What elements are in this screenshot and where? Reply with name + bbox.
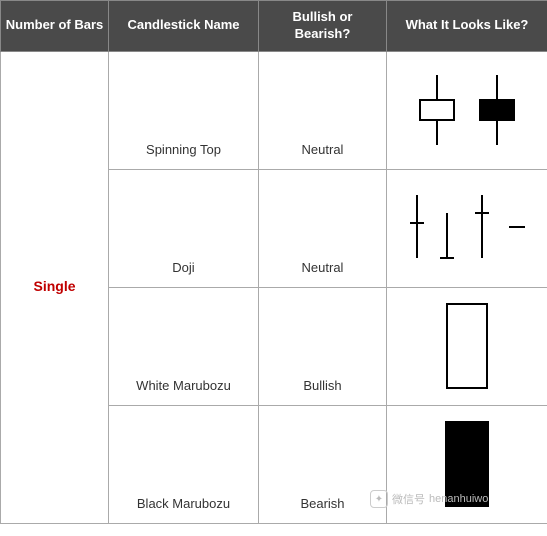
cell-bias: Bullish — [259, 287, 387, 405]
candlestick-table: Number of Bars Candlestick Name Bullish … — [0, 0, 547, 524]
cell-bias: Neutral — [259, 169, 387, 287]
header-name: Candlestick Name — [109, 1, 259, 52]
cell-bias: Bearish — [259, 405, 387, 523]
cell-bias: Neutral — [259, 51, 387, 169]
cell-visual-black-marubozu — [387, 405, 547, 523]
cell-visual-spinning-top — [387, 51, 547, 169]
black-marubozu-icon — [392, 414, 542, 514]
spinning-top-icon — [392, 65, 542, 155]
white-marubozu-icon — [392, 296, 542, 396]
group-label: Single — [1, 51, 109, 523]
cell-name: Spinning Top — [109, 51, 259, 169]
header-bias: Bullish or Bearish? — [259, 1, 387, 52]
cell-visual-white-marubozu — [387, 287, 547, 405]
header-row: Number of Bars Candlestick Name Bullish … — [1, 1, 547, 52]
header-visual: What It Looks Like? — [387, 1, 547, 52]
cell-name: Doji — [109, 169, 259, 287]
cell-name: White Marubozu — [109, 287, 259, 405]
table-row: Single Spinning Top Neutral — [1, 51, 547, 169]
cell-visual-doji — [387, 169, 547, 287]
doji-icon — [392, 183, 542, 273]
header-bars: Number of Bars — [1, 1, 109, 52]
cell-name: Black Marubozu — [109, 405, 259, 523]
